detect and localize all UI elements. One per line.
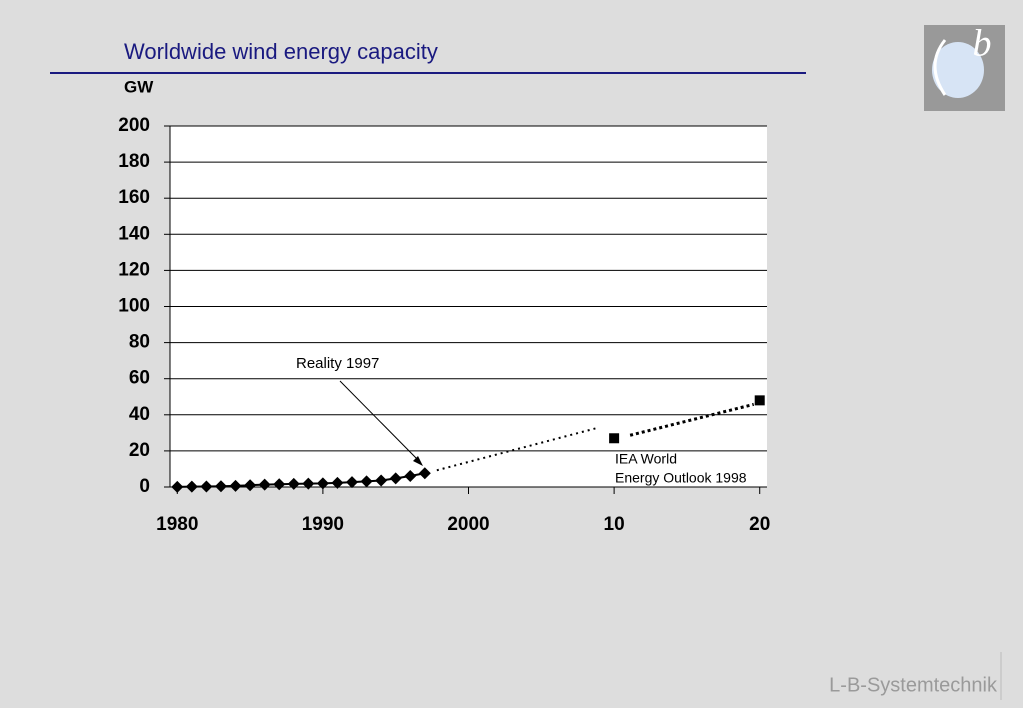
footer: L-B-Systemtechnik (829, 674, 998, 696)
point (258, 478, 271, 491)
point (273, 478, 286, 491)
y-tick-label: 60 (129, 368, 150, 389)
point (375, 474, 388, 487)
x-tick-label: 20 (749, 514, 770, 535)
y-tick-label: 200 (118, 115, 150, 136)
point (404, 469, 417, 482)
annotation-arrow (339, 380, 421, 463)
annotation: Reality 1997 (296, 355, 379, 372)
x-tick-label: 1980 (156, 514, 198, 535)
point (200, 480, 213, 493)
annotation-arrowhead (413, 456, 423, 466)
point (185, 480, 198, 493)
point (229, 479, 242, 492)
point (389, 472, 402, 485)
point (244, 479, 257, 492)
point (214, 480, 227, 493)
point (302, 477, 315, 490)
x-tick-label: 2000 (447, 514, 489, 535)
logo-letter: b (973, 23, 992, 65)
y-tick-label: 140 (118, 223, 150, 244)
y-tick-label: 80 (129, 332, 150, 353)
logo: b (924, 23, 1005, 111)
point (418, 467, 431, 480)
y-tick-label: 180 (118, 151, 150, 172)
point (360, 475, 373, 488)
y-tick-label: 100 (118, 296, 150, 317)
y-tick-label: 0 (139, 476, 150, 497)
y-tick-label: 120 (118, 259, 150, 280)
point (346, 476, 359, 489)
y-axis-label: GW (124, 77, 154, 96)
point (171, 480, 184, 493)
annotation: IEA World (615, 451, 677, 467)
point (287, 477, 300, 490)
y-tick-label: 40 (129, 404, 150, 425)
logo-globe (932, 42, 984, 98)
point (331, 476, 344, 489)
logo-swoosh (933, 39, 947, 96)
y-tick-label: 160 (118, 187, 150, 208)
annotation: Energy Outlook 1998 (615, 470, 747, 486)
point (316, 477, 329, 490)
point (609, 433, 620, 444)
point (754, 395, 765, 406)
x-tick-label: 1990 (302, 514, 344, 535)
y-tick-label: 20 (129, 440, 150, 461)
x-tick-label: 10 (604, 514, 625, 535)
chart-title: Worldwide wind energy capacity (124, 39, 438, 64)
